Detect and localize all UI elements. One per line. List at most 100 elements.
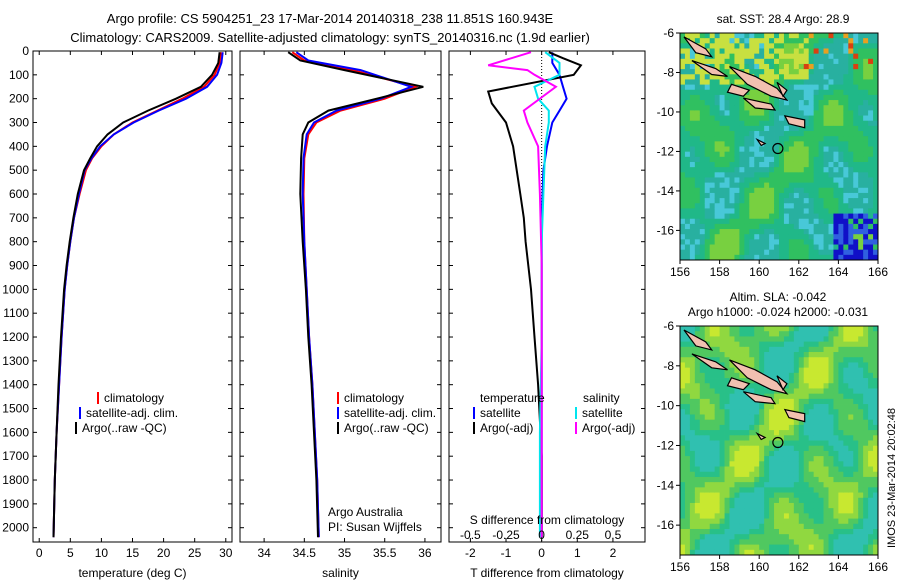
map-cell	[734, 508, 740, 514]
map-cell	[858, 544, 864, 551]
map-cell	[873, 372, 879, 379]
map-cell	[868, 58, 874, 65]
map-cell	[828, 115, 834, 122]
map-cell	[853, 414, 859, 421]
map-cell	[714, 476, 720, 483]
map-cell	[828, 58, 834, 65]
series-line-salinity-argo-adj	[487, 51, 558, 538]
map-cell	[873, 502, 879, 509]
map-cell	[764, 187, 770, 194]
map-cell	[843, 239, 849, 245]
map-cell	[858, 518, 864, 525]
map-cell	[744, 203, 750, 209]
map-cell	[848, 461, 854, 467]
map-cell	[719, 352, 725, 358]
map-cell	[823, 203, 829, 209]
map-cell	[808, 476, 815, 483]
map-cell	[709, 372, 716, 379]
map-cell	[764, 198, 770, 204]
figure-title-line1: Argo profile: CS 5904251_23 17-Mar-2014 …	[107, 11, 554, 26]
map-cell	[798, 362, 805, 369]
map-cell	[739, 229, 745, 235]
map-cell	[749, 487, 755, 493]
map-cell	[729, 141, 735, 147]
map-cell	[798, 136, 805, 142]
map-cell	[843, 445, 849, 452]
map-cell	[793, 476, 800, 483]
map-cell	[793, 131, 800, 137]
map-cell	[699, 518, 706, 525]
map-cell	[828, 482, 834, 488]
map-cell	[793, 74, 800, 80]
map-cell	[744, 492, 750, 499]
map-cell	[808, 393, 815, 400]
map-cell	[813, 141, 819, 147]
map-cell	[714, 249, 720, 256]
map-cell	[749, 229, 755, 235]
map-cell	[798, 244, 805, 251]
map-cell	[863, 508, 869, 514]
map-cell	[704, 346, 711, 353]
map-cell	[744, 161, 750, 168]
map-cell	[754, 192, 760, 199]
map-cell	[779, 372, 785, 379]
map-cell	[823, 167, 829, 173]
map-cell	[843, 167, 849, 173]
map-cell	[848, 146, 854, 153]
map-cell	[689, 136, 696, 142]
map-cell	[783, 404, 790, 410]
map-cell	[828, 249, 834, 256]
map-cell	[813, 151, 819, 158]
map-cell	[783, 471, 790, 478]
map-cell	[848, 346, 854, 353]
map-cell	[729, 440, 735, 447]
map-cell	[734, 352, 740, 358]
map-cell	[769, 136, 775, 142]
map-cell	[754, 94, 760, 101]
map-cell	[863, 326, 869, 332]
map-cell	[793, 213, 800, 220]
map-cell	[680, 497, 686, 504]
map-cell	[793, 424, 800, 431]
map-cell	[704, 378, 711, 384]
map-cell	[704, 74, 711, 80]
map-cell	[793, 440, 800, 447]
map-cell	[853, 435, 859, 441]
map-cell	[858, 254, 864, 261]
map-cell	[749, 43, 755, 49]
map-cell	[803, 502, 810, 509]
map-cell	[684, 419, 691, 426]
map-cell	[744, 544, 750, 551]
map-cell	[684, 187, 691, 194]
map-cell	[848, 48, 854, 55]
map-cell	[719, 326, 725, 332]
map-cell	[788, 445, 795, 452]
map-cell	[709, 156, 716, 163]
map-cell	[764, 487, 770, 493]
map-cell	[754, 450, 760, 457]
plot-frame	[448, 50, 646, 543]
map-cell	[798, 544, 805, 551]
map-cell	[813, 482, 819, 488]
s-tick-label: 0.5	[605, 528, 622, 542]
map-cell	[788, 336, 795, 343]
map-cell	[858, 187, 864, 194]
map-cell	[853, 492, 859, 499]
map-cell	[833, 187, 839, 194]
map-cell	[694, 151, 701, 158]
map-cell	[808, 141, 815, 147]
map-cell	[818, 461, 824, 467]
map-cell	[729, 508, 735, 514]
map-cell	[694, 487, 701, 493]
map-cell	[779, 539, 785, 545]
map-cell	[833, 141, 839, 147]
map-cell	[828, 161, 834, 168]
map-cell	[749, 33, 755, 39]
map-cell	[848, 518, 854, 525]
map-cell	[823, 341, 829, 348]
map-cell	[744, 456, 750, 462]
map-cell	[694, 404, 701, 410]
map-cell	[729, 352, 735, 358]
map-cell	[734, 177, 740, 184]
